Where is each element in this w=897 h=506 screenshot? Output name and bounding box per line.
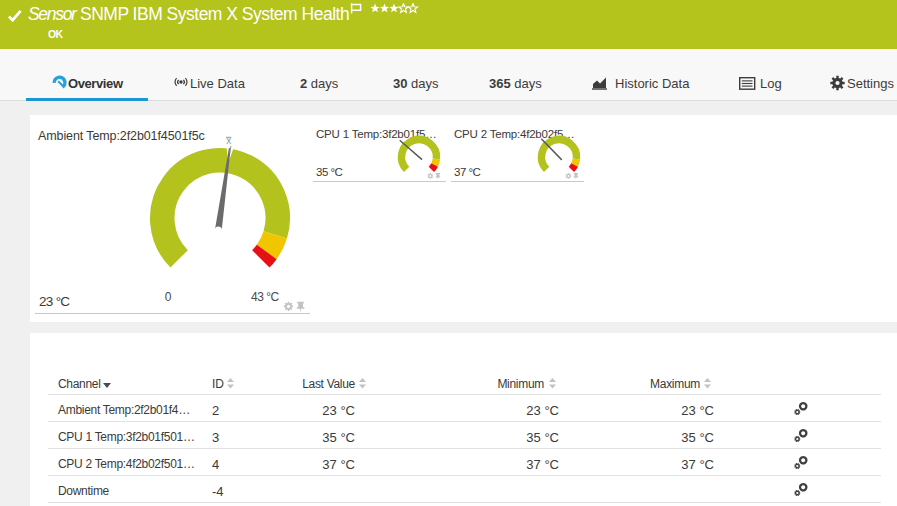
svg-text:x: x — [226, 135, 231, 146]
